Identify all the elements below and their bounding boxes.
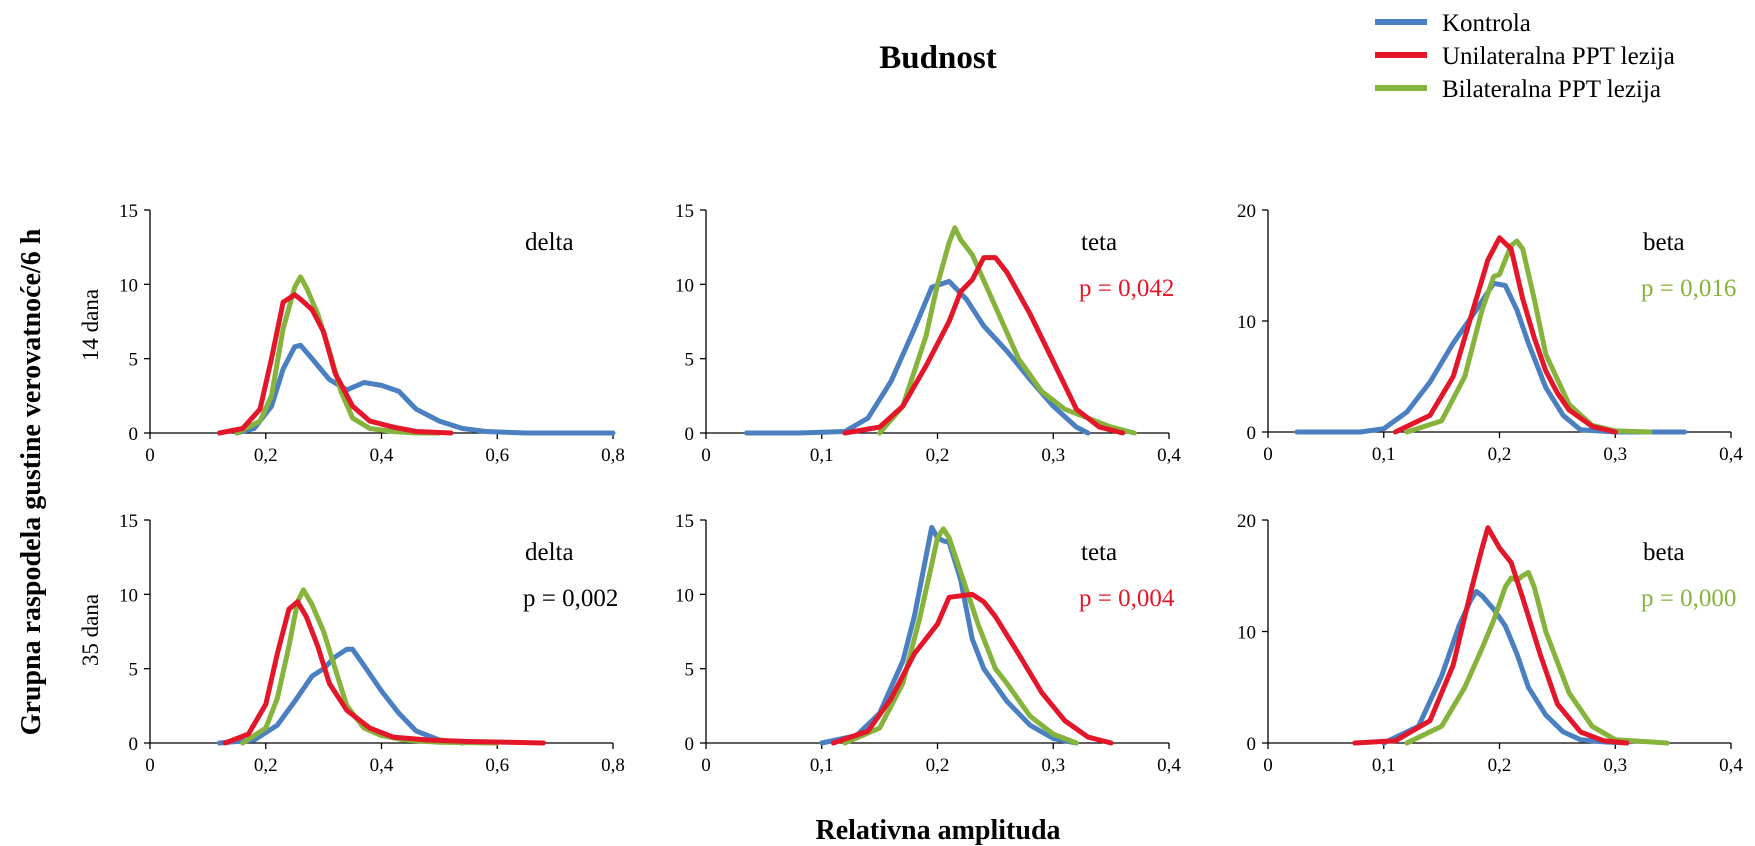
band-label: delta <box>525 229 574 256</box>
x-tick-label: 0,3 <box>1041 755 1065 776</box>
y-tick-label: 0 <box>129 424 139 445</box>
x-tick-label: 0,3 <box>1603 755 1627 776</box>
y-tick-label: 10 <box>119 585 138 606</box>
y-tick-label: 10 <box>1237 312 1256 333</box>
series-line-bilateralna-ppt-lezija <box>1404 569 1670 746</box>
x-tick-label: 0,8 <box>601 755 625 776</box>
legend-label-2: Bilateralna PPT lezija <box>1442 76 1661 103</box>
y-tick-label: 15 <box>675 511 694 532</box>
x-tick-label: 0 <box>701 445 711 466</box>
x-axis-label: Relativna amplituda <box>815 815 1060 846</box>
x-tick-label: 0,3 <box>1041 445 1065 466</box>
panel-delta-14-dana: 0 5 10 15 0 0,2 0,4 0,6 0,8 delta <box>119 201 625 466</box>
y-tick-label: 10 <box>1237 623 1256 644</box>
x-tick-label: 0,1 <box>1372 444 1396 465</box>
p-value-label: p = 0,042 <box>1079 275 1174 302</box>
y-tick-label: 0 <box>685 734 695 755</box>
x-tick-label: 0,6 <box>485 755 509 776</box>
y-tick-label: 5 <box>685 350 695 371</box>
series-line-unilateralna-ppt-lezija <box>1352 525 1630 746</box>
x-tick-label: 0,4 <box>370 755 394 776</box>
x-tick-label: 0 <box>1263 444 1273 465</box>
p-value-label: p = 0,000 <box>1641 585 1736 612</box>
x-tick-label: 0 <box>1263 755 1273 776</box>
x-tick-label: 0,2 <box>1488 755 1512 776</box>
x-tick-label: 0 <box>701 755 711 776</box>
band-label: beta <box>1643 539 1685 566</box>
x-tick-label: 0,2 <box>254 755 278 776</box>
series-line-unilateralna-ppt-lezija <box>842 255 1126 436</box>
row-label-35-dana: 35 dana <box>78 594 103 666</box>
x-tick-label: 0 <box>145 445 155 466</box>
x-tick-label: 0,2 <box>926 755 950 776</box>
x-tick-label: 0,4 <box>1719 755 1743 776</box>
p-value-label: p = 0,002 <box>523 585 618 612</box>
series-line-unilateralna-ppt-lezija <box>830 591 1114 746</box>
x-tick-label: 0,8 <box>601 445 625 466</box>
y-tick-label: 5 <box>129 660 139 681</box>
y-tick-label: 10 <box>675 585 694 606</box>
x-tick-label: 0,1 <box>810 755 834 776</box>
y-tick-label: 20 <box>1237 201 1256 222</box>
y-tick-label: 0 <box>1247 423 1257 444</box>
band-label: beta <box>1643 229 1685 256</box>
x-tick-label: 0,2 <box>926 445 950 466</box>
legend: Kontrola Unilateralna PPT lezija Bilateral… <box>1375 10 1675 103</box>
series-line-unilateralna-ppt-lezija <box>222 599 546 746</box>
x-tick-label: 0,1 <box>1372 755 1396 776</box>
y-tick-label: 0 <box>129 734 139 755</box>
series-line-kontrola <box>234 342 616 436</box>
y-tick-label: 15 <box>119 201 138 222</box>
y-tick-label: 0 <box>685 424 695 445</box>
series-line-kontrola <box>1294 280 1688 435</box>
x-tick-label: 0,4 <box>1157 755 1181 776</box>
series-line-bilateralna-ppt-lezija <box>234 274 442 436</box>
y-tick-label: 15 <box>675 201 694 222</box>
band-label: teta <box>1081 539 1117 566</box>
x-tick-label: 0,2 <box>1488 444 1512 465</box>
x-tick-label: 0,4 <box>1157 445 1181 466</box>
y-tick-label: 0 <box>1247 734 1257 755</box>
panel-teta-14-dana: 0 5 10 15 0 0,1 0,2 0,3 0,4 teta p = 0,042 <box>675 201 1181 466</box>
band-label: teta <box>1081 229 1117 256</box>
row-label-14-dana: 14 dana <box>78 289 103 361</box>
series-line-unilateralna-ppt-lezija <box>216 292 454 436</box>
y-tick-label: 10 <box>675 275 694 296</box>
p-value-label: p = 0,004 <box>1079 585 1175 612</box>
y-axis-label: Grupna raspodela gustine verovatnoće/6 h <box>16 228 47 735</box>
panel-beta-14-dana: 0 10 20 0 0,1 0,2 0,3 0,4 beta p = 0,016 <box>1237 201 1743 465</box>
series-line-unilateralna-ppt-lezija <box>1392 235 1618 435</box>
series-line-kontrola <box>1381 588 1630 746</box>
series-line-kontrola <box>216 646 465 746</box>
x-tick-label: 0,1 <box>810 445 834 466</box>
band-label: delta <box>525 539 574 566</box>
y-tick-label: 5 <box>129 350 139 371</box>
x-tick-label: 0,6 <box>485 445 509 466</box>
series-line-kontrola <box>819 524 1079 746</box>
series-line-bilateralna-ppt-lezija <box>877 225 1137 436</box>
y-tick-label: 10 <box>119 275 138 296</box>
p-value-label: p = 0,016 <box>1641 275 1736 302</box>
y-tick-label: 20 <box>1237 511 1256 532</box>
x-tick-label: 0,3 <box>1603 444 1627 465</box>
y-tick-label: 5 <box>685 660 695 681</box>
panel-delta-35-dana: 0 5 10 15 0 0,2 0,4 0,6 0,8 delta p = 0,002 <box>119 511 625 776</box>
legend-label-1: Unilateralna PPT lezija <box>1442 43 1675 70</box>
x-tick-label: 0,2 <box>254 445 278 466</box>
x-tick-label: 0,4 <box>1719 444 1743 465</box>
panel-teta-35-dana: 0 5 10 15 0 0,1 0,2 0,3 0,4 teta p = 0,004 <box>675 511 1181 776</box>
panel-beta-35-dana: 0 10 20 0 0,1 0,2 0,3 0,4 beta p = 0,000 <box>1237 511 1743 776</box>
legend-label-0: Kontrola <box>1442 10 1531 37</box>
y-tick-label: 15 <box>119 511 138 532</box>
chart-title: Budnost <box>879 40 996 76</box>
chart-panels: 0 5 10 15 0 0,2 0,4 0,6 0,8 delta 0 5 10 15 0 0,1 0,2 0,3… <box>119 201 1743 776</box>
x-tick-label: 0,4 <box>370 445 394 466</box>
x-tick-label: 0 <box>145 755 155 776</box>
